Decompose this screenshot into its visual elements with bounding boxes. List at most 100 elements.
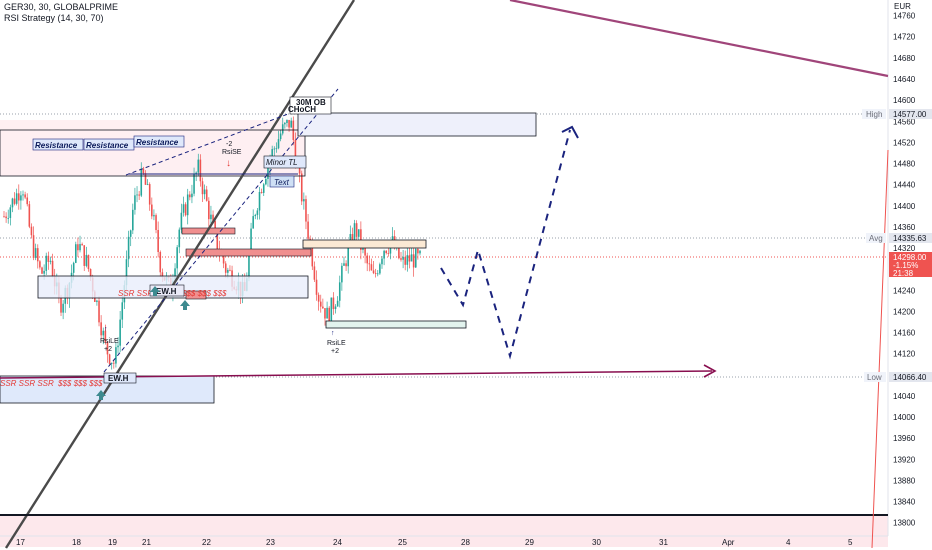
candle-body xyxy=(336,300,339,307)
ob-zone-box[interactable] xyxy=(297,112,537,137)
fvg-box-2[interactable] xyxy=(185,248,312,257)
supply-strip[interactable] xyxy=(302,239,427,249)
current-price-label: 14298.00 -1.15% 21:38 xyxy=(889,252,932,278)
candle-body xyxy=(79,244,81,251)
candle-body xyxy=(178,229,181,248)
candle-body xyxy=(136,194,138,196)
candle-body xyxy=(330,297,333,324)
price-tick-label: 13880 xyxy=(893,476,916,485)
price-tick-label: 14560 xyxy=(893,117,916,126)
ewh-low-box xyxy=(103,372,137,384)
candle-body xyxy=(142,168,145,174)
candle-body xyxy=(51,260,54,277)
candle-body xyxy=(273,148,276,150)
candle-body xyxy=(110,362,113,364)
candle-body xyxy=(379,264,381,274)
svg-text:14335.63: 14335.63 xyxy=(893,234,927,243)
candle-body xyxy=(389,243,392,254)
candle-body xyxy=(300,173,303,202)
ssr-mid-label: SSR SSR xyxy=(118,289,153,298)
candle-body xyxy=(210,214,212,220)
ewh-low-label: EW.H xyxy=(108,374,129,383)
price-tick-label: 14200 xyxy=(893,307,916,316)
candle-body xyxy=(319,301,322,307)
candle-body xyxy=(326,307,328,319)
candle-body xyxy=(258,191,261,211)
candle-body xyxy=(3,216,5,218)
candle-body xyxy=(119,319,121,346)
rsile-left-arrow: ↑ xyxy=(104,326,108,333)
candle-body xyxy=(184,204,187,216)
candle-body xyxy=(362,247,364,250)
ob-label-box xyxy=(289,96,332,115)
upper-purple-trendline[interactable] xyxy=(509,0,889,78)
candle-body xyxy=(357,229,360,237)
resistance-label-box-1 xyxy=(32,138,84,151)
candle-body xyxy=(174,268,176,281)
channel-lower-dashed[interactable] xyxy=(103,88,339,373)
price-tick-label: 14040 xyxy=(893,392,916,401)
candle-body xyxy=(334,306,337,310)
svg-text:Avg: Avg xyxy=(869,234,883,243)
candle-body xyxy=(414,248,417,268)
candle-body xyxy=(412,254,415,268)
candle-body xyxy=(199,159,202,182)
candle-body xyxy=(284,122,286,125)
candle-body xyxy=(72,262,75,273)
candle-body xyxy=(372,270,375,274)
candle-body xyxy=(104,330,107,343)
price-tick-label: 14680 xyxy=(893,54,916,63)
candle-body xyxy=(87,254,90,270)
candle-body xyxy=(153,215,155,217)
price-tick-label: 14000 xyxy=(893,413,916,422)
candle-body xyxy=(404,256,407,265)
candle-body xyxy=(98,300,100,323)
rsile-right-value: +2 xyxy=(331,348,339,355)
candle-body xyxy=(106,342,109,355)
resistance-label-3: Resistance xyxy=(136,138,179,147)
support-zone-fill xyxy=(0,515,888,547)
candle-body xyxy=(222,254,225,264)
candle-body xyxy=(398,244,400,259)
candle-body xyxy=(117,345,119,348)
candle-body xyxy=(26,197,29,205)
candle-body xyxy=(328,307,330,324)
price-tick-label: 14240 xyxy=(893,286,916,295)
teal-up-arrow-2 xyxy=(180,300,190,310)
fvg-box-3[interactable] xyxy=(185,290,207,300)
candle-body xyxy=(400,258,402,260)
candle-body xyxy=(108,354,111,364)
red-vertical-line xyxy=(871,149,889,549)
candle-body xyxy=(256,210,259,215)
candle-body xyxy=(347,245,350,267)
candle-body xyxy=(11,198,14,208)
rsile-right-arrow: ↑ xyxy=(331,330,335,337)
resistance-zone[interactable] xyxy=(0,129,306,177)
time-tick-label: 19 xyxy=(108,538,117,547)
candle-body xyxy=(24,194,26,198)
ssr-low-label: SSR SSR SSR xyxy=(0,379,54,388)
candle-body xyxy=(15,193,18,204)
candle-body xyxy=(271,149,273,160)
steep-trendline[interactable] xyxy=(4,0,356,549)
price-tick-label: 13920 xyxy=(893,455,916,464)
candle-body xyxy=(125,259,128,286)
projection-path[interactable] xyxy=(440,129,571,360)
candle-body xyxy=(189,194,191,198)
candle-body xyxy=(5,216,7,219)
candle-body xyxy=(100,322,102,336)
candle-body xyxy=(77,244,79,251)
candle-body xyxy=(180,212,183,230)
candle-body xyxy=(9,207,12,218)
candle-body xyxy=(22,194,24,196)
candle-body xyxy=(83,245,86,266)
candle-body xyxy=(345,263,347,267)
candle-body xyxy=(148,184,151,205)
demand-strip[interactable] xyxy=(325,320,467,329)
candle-body xyxy=(74,244,77,263)
svg-text:High: High xyxy=(866,110,882,119)
channel-upper-dashed[interactable] xyxy=(125,113,289,176)
candle-body xyxy=(161,272,164,278)
price-tick-label: 14760 xyxy=(893,12,916,21)
